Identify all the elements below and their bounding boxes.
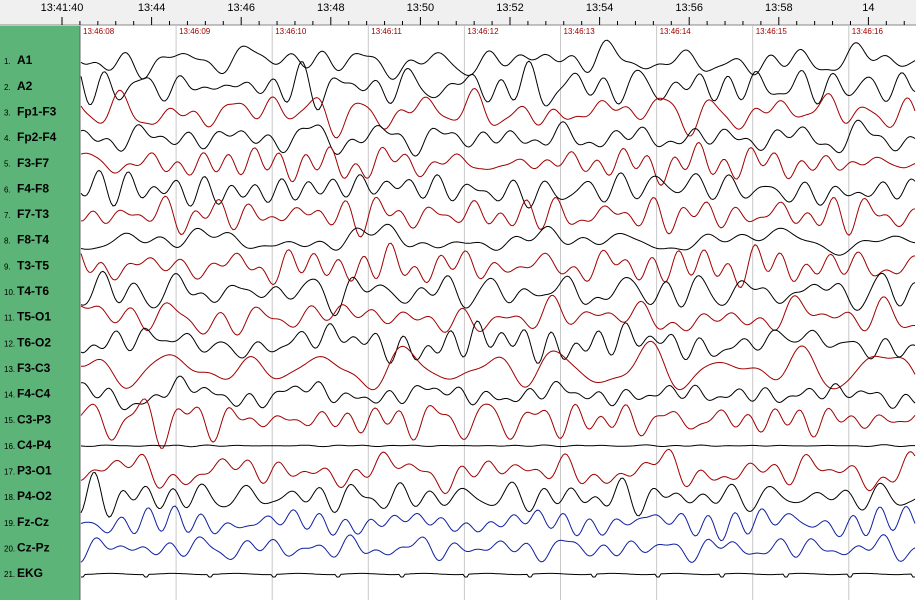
time-marker: 13:46:08 <box>83 27 115 36</box>
eeg-trace <box>80 39 916 80</box>
channel-name: T5-O1 <box>17 310 51 324</box>
time-marker: 13:46:15 <box>756 27 788 36</box>
channel-number: 17. <box>4 468 15 477</box>
ruler-label: 14 <box>862 2 874 14</box>
channel-name: F3-C3 <box>17 361 51 375</box>
channel-name: F7-T3 <box>17 207 49 221</box>
channel-number: 18. <box>4 493 15 502</box>
channel-number: 2. <box>4 83 11 92</box>
channel-name: A2 <box>17 79 33 93</box>
ruler-label: 13:52 <box>496 2 524 14</box>
channel-number: 7. <box>4 211 11 220</box>
channel-number: 20. <box>4 544 15 553</box>
channel-name: C4-P4 <box>17 438 51 452</box>
ruler-label: 13:48 <box>317 2 345 14</box>
time-marker: 13:46:13 <box>564 27 596 36</box>
ruler-label: 13:44 <box>138 2 166 14</box>
channel-name: Cz-Pz <box>17 541 50 555</box>
channel-number: 5. <box>4 160 11 169</box>
channel-number: 12. <box>4 339 15 348</box>
eeg-trace <box>80 398 916 449</box>
eeg-trace <box>80 505 916 542</box>
time-marker: 13:46:09 <box>179 27 211 36</box>
channel-name: EKG <box>17 566 43 580</box>
eeg-trace <box>80 242 916 289</box>
ruler-label: 13:54 <box>586 2 614 14</box>
eeg-trace <box>80 223 916 256</box>
channel-name: F4-F8 <box>17 181 49 195</box>
channel-number: 16. <box>4 442 15 451</box>
channel-name: A1 <box>17 53 33 67</box>
channel-number: 8. <box>4 237 11 246</box>
time-marker: 13:46:12 <box>467 27 499 36</box>
channel-number: 3. <box>4 108 11 117</box>
eeg-trace <box>80 534 916 563</box>
channel-number: 1. <box>4 57 11 66</box>
channel-name: T6-O2 <box>17 335 51 349</box>
channel-number: 21. <box>4 570 15 579</box>
eeg-trace <box>80 60 916 111</box>
time-marker: 13:46:10 <box>275 27 307 36</box>
channel-number: 13. <box>4 365 15 374</box>
eeg-trace <box>80 471 916 518</box>
channel-number: 15. <box>4 416 15 425</box>
ruler-label: 13:50 <box>407 2 435 14</box>
eeg-trace <box>80 195 916 238</box>
channel-number: 11. <box>4 314 15 323</box>
channel-name: T3-T5 <box>17 258 49 272</box>
channel-name: C3-P3 <box>17 412 51 426</box>
ruler-label: 13:46 <box>227 2 255 14</box>
channel-number: 19. <box>4 519 15 528</box>
channel-name: T4-T6 <box>17 284 49 298</box>
ruler-label: 13:58 <box>765 2 793 14</box>
time-ruler <box>0 0 916 25</box>
channel-number: 9. <box>4 262 11 271</box>
channel-name: P3-O1 <box>17 464 52 478</box>
eeg-trace <box>80 119 916 157</box>
eeg-trace <box>80 375 916 411</box>
eeg-trace <box>81 572 915 578</box>
ruler-label: 13:56 <box>675 2 703 14</box>
eeg-trace <box>80 87 916 139</box>
channel-name: Fz-Cz <box>17 515 49 529</box>
channel-name: Fp1-F3 <box>17 104 57 118</box>
channel-name: Fp2-F4 <box>17 130 57 144</box>
eeg-trace <box>80 169 916 209</box>
ruler-label: 13:41:40 <box>41 2 84 14</box>
channel-name: F3-F7 <box>17 156 49 170</box>
eeg-trace <box>80 444 915 448</box>
channel-name: F8-T4 <box>17 233 49 247</box>
eeg-trace <box>80 270 916 317</box>
channel-number: 6. <box>4 185 11 194</box>
channel-number: 14. <box>4 391 15 400</box>
eeg-trace <box>80 448 916 495</box>
time-marker: 13:46:16 <box>852 27 884 36</box>
channel-panel <box>0 26 80 600</box>
channel-number: 10. <box>4 288 15 297</box>
channel-name: P4-O2 <box>17 489 52 503</box>
channel-name: F4-C4 <box>17 387 51 401</box>
time-marker: 13:46:11 <box>371 27 402 36</box>
eeg-trace <box>80 320 916 364</box>
eeg-trace <box>81 340 916 391</box>
channel-number: 4. <box>4 134 11 143</box>
eeg-trace <box>80 141 916 187</box>
time-marker: 13:46:14 <box>660 27 692 36</box>
